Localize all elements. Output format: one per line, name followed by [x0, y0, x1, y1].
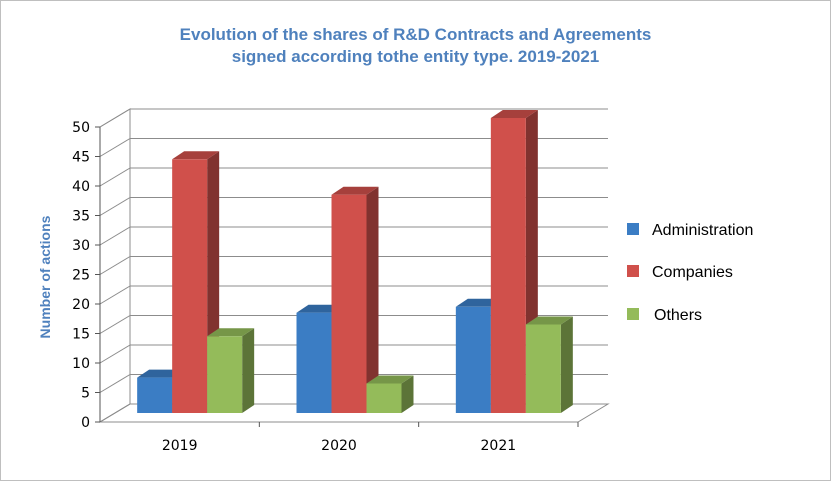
bar-top: [490, 110, 538, 118]
gridline-depth: [99, 403, 131, 423]
x-tick-label: 2020: [321, 438, 357, 454]
legend-item-administration: Administration: [627, 222, 753, 239]
y-tick-label: 15: [72, 327, 90, 343]
legend: Administration Companies Others: [627, 222, 753, 324]
bar-top: [172, 151, 220, 160]
bar-front: [172, 159, 208, 413]
bar-front: [490, 118, 526, 413]
legend-label: Others: [654, 307, 702, 324]
bar-top: [207, 328, 255, 337]
gridline-depth: [99, 108, 131, 128]
gridline-depth: [99, 138, 131, 157]
bar-others-2020: [366, 375, 414, 413]
legend-swatch: [627, 308, 639, 320]
y-tick-label: 40: [72, 179, 90, 195]
bar-front: [455, 306, 491, 413]
bar-side: [242, 328, 255, 413]
y-tick-label: 45: [72, 150, 90, 166]
y-tick-label: 50: [72, 120, 90, 136]
gridline-depth: [99, 344, 131, 364]
gridline-depth: [99, 256, 131, 275]
y-tick-label: 20: [72, 297, 90, 313]
gridline-depth: [99, 197, 131, 216]
y-tick-label: 30: [72, 238, 90, 254]
bar-others-2021: [525, 316, 573, 413]
legend-swatch: [627, 265, 639, 277]
gridline-depth: [99, 315, 131, 334]
chart-title-line-1: Evolution of the shares of R&D Contracts…: [179, 25, 652, 44]
chart-title: Evolution of the shares of R&D Contracts…: [0, 24, 831, 68]
y-tick-label: 0: [81, 415, 90, 431]
y-axis-label: Number of actions: [37, 215, 53, 338]
y-tick-label: 10: [72, 356, 90, 372]
legend-label: Companies: [652, 264, 733, 281]
bar-front: [137, 377, 173, 413]
x-tick-label: 2019: [162, 438, 198, 454]
bar-front: [331, 194, 367, 413]
bar-top: [525, 316, 573, 325]
bar-top: [331, 186, 379, 195]
y-tick-label: 5: [81, 386, 90, 402]
x-tick-label: 2021: [481, 438, 517, 454]
gridline-depth: [99, 167, 131, 187]
bar-front: [525, 324, 561, 413]
x-axis-labels: 2019 2020 2021: [162, 422, 579, 454]
y-axis: 0 5 10 15 20 25 30 35 40 45 50: [72, 120, 101, 431]
gridline-depth: [99, 226, 131, 246]
chart-title-line-2: signed according tothe entity type. 2019…: [231, 47, 600, 66]
legend-swatch: [627, 223, 639, 235]
bar-side: [401, 375, 414, 413]
bar-companies-2021: [490, 110, 538, 413]
bar-front: [366, 383, 402, 413]
bar-companies-2020: [331, 186, 379, 413]
bar-front: [296, 312, 332, 413]
gridline-depth: [99, 285, 131, 305]
legend-item-companies: Companies: [627, 264, 733, 281]
legend-item-others: Others: [627, 307, 702, 324]
bar-side: [560, 316, 573, 413]
chart-bars: [137, 110, 573, 414]
y-tick-label: 35: [72, 209, 90, 225]
bar-side: [366, 186, 379, 413]
y-tick-label: 25: [72, 268, 90, 284]
bar-others-2019: [207, 328, 255, 413]
gridline-depth: [99, 374, 131, 393]
bar-top: [366, 375, 414, 384]
legend-label: Administration: [652, 222, 753, 239]
bar-front: [207, 336, 243, 413]
